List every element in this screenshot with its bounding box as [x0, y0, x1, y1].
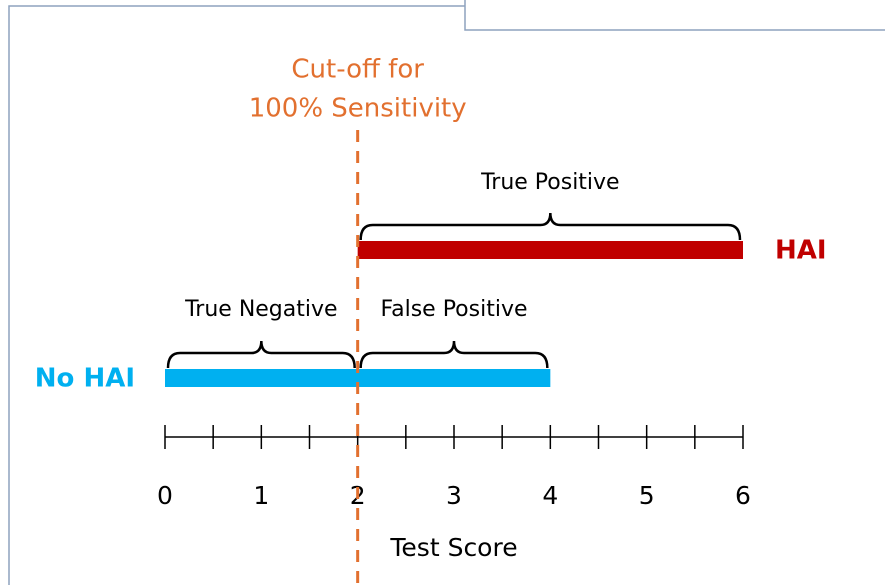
- tick-label: 4: [542, 481, 558, 510]
- tick-label: 1: [253, 481, 269, 510]
- bar-label: No HAI: [35, 364, 135, 394]
- inset-frame: [464, 0, 885, 31]
- bar-label: HAI: [775, 236, 827, 266]
- brace: [166, 340, 356, 369]
- brace-label: False Positive: [380, 297, 527, 322]
- brace: [359, 340, 549, 369]
- cutoff-label: 100% Sensitivity: [249, 94, 467, 124]
- cutoff-label: Cut-off for: [291, 55, 424, 85]
- brace: [359, 212, 742, 241]
- tick-label: 6: [735, 481, 751, 510]
- brace-label: True Positive: [480, 170, 620, 195]
- frame: [8, 5, 465, 585]
- axis-label: Test Score: [389, 533, 517, 562]
- tick-label: 5: [639, 481, 655, 510]
- tick-label: 0: [157, 481, 173, 510]
- brace-label: True Negative: [184, 297, 337, 322]
- range-bar: [357, 241, 743, 259]
- range-bar: [165, 369, 551, 387]
- tick-label: 3: [446, 481, 462, 510]
